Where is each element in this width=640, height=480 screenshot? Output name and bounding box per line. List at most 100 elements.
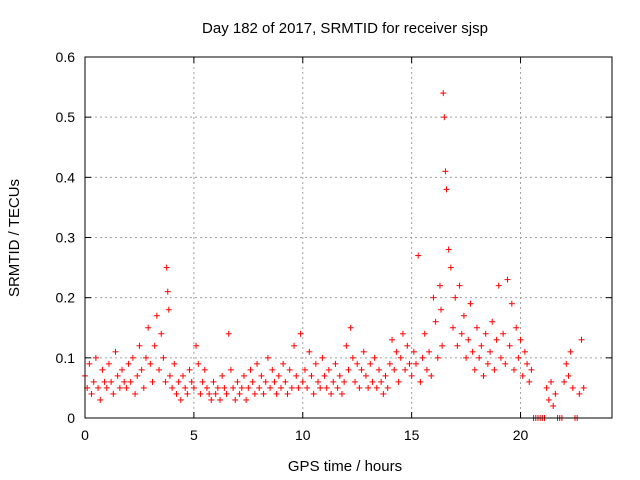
data-point <box>125 360 132 367</box>
y-tick-label: 0.3 <box>56 230 76 246</box>
data-point <box>282 378 289 385</box>
data-point <box>249 378 256 385</box>
data-point <box>543 384 550 391</box>
data-point <box>471 366 478 373</box>
data-point <box>410 348 417 355</box>
data-point <box>306 348 313 355</box>
data-point <box>179 372 186 379</box>
data-point <box>395 378 402 385</box>
data-point <box>273 390 280 397</box>
data-point <box>149 378 156 385</box>
data-point <box>193 342 200 349</box>
data-point <box>458 330 465 337</box>
data-point <box>473 324 480 331</box>
data-point <box>548 378 555 385</box>
data-point <box>312 360 319 367</box>
data-point <box>365 384 372 391</box>
data-point <box>129 354 136 361</box>
data-point <box>132 390 139 397</box>
data-point <box>465 336 472 343</box>
data-point <box>101 378 108 385</box>
data-point <box>386 360 393 367</box>
data-point <box>375 366 382 373</box>
data-point <box>343 342 350 349</box>
data-point <box>356 384 363 391</box>
data-point <box>210 378 217 385</box>
data-point <box>521 348 528 355</box>
data-point <box>526 378 533 385</box>
data-point <box>195 360 202 367</box>
data-point <box>162 378 169 385</box>
data-point <box>127 378 134 385</box>
data-point <box>95 384 102 391</box>
x-tick-label: 15 <box>404 427 420 443</box>
data-point <box>136 342 143 349</box>
data-point <box>500 330 507 337</box>
data-point <box>469 348 476 355</box>
data-point <box>264 354 271 361</box>
data-point <box>415 252 422 259</box>
data-point <box>175 378 182 385</box>
data-point <box>328 390 335 397</box>
data-point <box>452 294 459 301</box>
data-point <box>121 378 128 385</box>
data-point <box>140 384 147 391</box>
data-point <box>393 348 400 355</box>
data-point <box>110 390 117 397</box>
x-tick-label: 0 <box>81 427 89 443</box>
data-point <box>199 378 206 385</box>
data-point <box>319 354 326 361</box>
data-point <box>304 384 311 391</box>
data-point <box>467 300 474 307</box>
data-point <box>389 336 396 343</box>
data-point <box>221 384 228 391</box>
data-point <box>217 396 224 403</box>
data-point <box>354 360 361 367</box>
data-point <box>373 384 380 391</box>
data-point <box>112 348 119 355</box>
data-point <box>92 354 99 361</box>
data-point <box>223 390 230 397</box>
data-point <box>336 372 343 379</box>
data-point <box>103 384 110 391</box>
data-point <box>260 390 267 397</box>
data-point <box>565 372 572 379</box>
data-point <box>88 390 95 397</box>
data-point <box>330 378 337 385</box>
data-point <box>256 384 263 391</box>
data-point <box>227 366 234 373</box>
data-point <box>108 378 115 385</box>
data-point <box>182 384 189 391</box>
data-point <box>151 342 158 349</box>
data-point <box>97 396 104 403</box>
data-point <box>419 354 426 361</box>
data-point <box>487 348 494 355</box>
data-point <box>271 378 278 385</box>
data-point <box>280 360 287 367</box>
data-point <box>489 318 496 325</box>
data-point <box>225 330 232 337</box>
data-point <box>240 372 247 379</box>
data-point <box>317 384 324 391</box>
data-point <box>428 372 435 379</box>
data-point <box>86 360 93 367</box>
data-point <box>232 396 239 403</box>
data-point <box>443 186 450 193</box>
data-point <box>438 306 445 313</box>
data-point <box>454 342 461 349</box>
data-point <box>114 372 121 379</box>
data-point <box>371 354 378 361</box>
data-point <box>408 372 415 379</box>
data-point <box>212 390 219 397</box>
data-point <box>171 360 178 367</box>
data-point <box>508 300 515 307</box>
data-point <box>445 246 452 253</box>
y-tick-label: 0.5 <box>56 109 76 125</box>
x-tick-label: 20 <box>513 427 529 443</box>
data-point <box>404 342 411 349</box>
data-point <box>513 324 520 331</box>
data-point <box>214 384 221 391</box>
data-point <box>502 360 509 367</box>
data-point <box>293 372 300 379</box>
data-point <box>460 312 467 319</box>
